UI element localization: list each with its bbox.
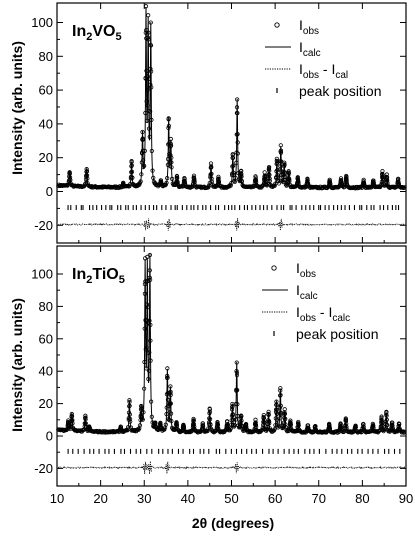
calculated-line [58,253,406,433]
observed-point [401,430,406,435]
x-tick-label: 50 [224,491,238,506]
x-tick-label: 40 [181,491,195,506]
y-tick-label: 80 [39,299,53,314]
peak-positions [67,205,400,211]
x-tick-label: 20 [93,491,107,506]
y-tick-label: 60 [39,331,53,346]
y-tick-label: 60 [39,83,53,98]
y-tick-label: 0 [46,184,53,199]
observed-point [163,182,168,187]
panel-title: In2TiO5 [72,266,125,286]
legend-label: Iobs [299,17,319,37]
difference-curve [57,461,406,475]
legend-label: Iobs - Icalc [296,304,350,324]
y-tick-label: 40 [39,364,53,379]
legend-label: Icalc [299,39,321,59]
x-tick-label: 10 [50,491,64,506]
y-tick-label: 40 [39,116,53,131]
x-tick-label: 30 [137,491,151,506]
observed-point [162,427,167,432]
legend-label: Iobs [296,260,316,280]
y-tick-label: 20 [39,150,53,165]
legend-label: peak position [299,83,382,99]
y-axis-label-bottom: Intensity (arb. units) [9,298,25,432]
legend-circle-marker [271,265,277,271]
legend-circle-marker [274,22,280,28]
x-axis-tick-labels: 10 20 30 40 50 60 70 80 90 [50,491,413,506]
y-axis-label-top: Intensity (arb. units) [9,41,25,175]
peak-positions [67,448,401,454]
x-tick-label: 80 [355,491,369,506]
legend-label: peak position [296,326,379,342]
x-tick-label: 60 [268,491,282,506]
y-tick-label: 0 [46,429,53,444]
legend-label: Icalc [296,282,318,302]
observed-point [272,183,277,188]
y-tick-label: 100 [31,267,53,282]
y-tick-label: 100 [31,15,53,30]
x-tick-label: 90 [399,491,413,506]
legend-label: Iobs - Ical [299,61,348,81]
y-tick-label: 80 [39,49,53,64]
x-axis-label: 2θ (degrees) [192,515,274,531]
calculated-line [58,6,406,189]
observed-point [205,428,210,434]
difference-curve [58,218,406,231]
y-tick-label: -20 [34,218,53,233]
x-tick-label: 70 [312,491,326,506]
y-tick-label: -20 [34,461,53,476]
y-tick-label: 20 [39,396,53,411]
panel-title: In2VO5 [72,23,122,43]
